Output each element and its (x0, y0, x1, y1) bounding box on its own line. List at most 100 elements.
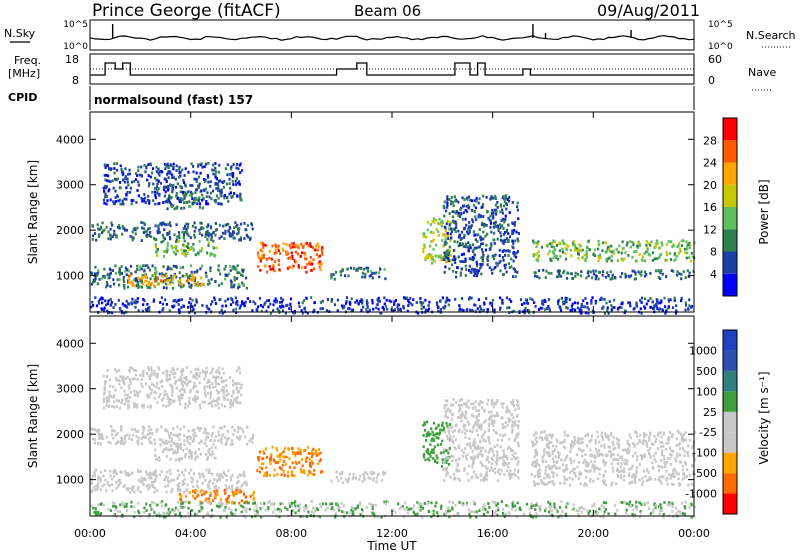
scatter-cell (171, 390, 174, 394)
scatter-cell (210, 446, 213, 449)
scatter-cell (666, 476, 669, 480)
scatter-cell (562, 241, 566, 245)
scatter-cell (640, 273, 643, 277)
scatter-cell (220, 376, 223, 380)
scatter-cell (217, 430, 220, 434)
scatter-cell (168, 480, 171, 484)
scatter-cell (422, 445, 425, 449)
scatter-cell (490, 399, 494, 402)
scatter-cell (174, 299, 177, 302)
scatter-cell (97, 299, 100, 303)
scatter-cell (198, 403, 201, 407)
scatter-cell (216, 389, 219, 392)
scatter-cell (175, 445, 178, 448)
scatter-cell (155, 238, 158, 241)
scatter-cell (217, 188, 220, 192)
scatter-cell (191, 197, 194, 200)
scatter-cell (267, 299, 270, 302)
scatter-cell (168, 377, 171, 381)
scatter-cell (482, 433, 485, 437)
scatter-cell (215, 182, 219, 186)
scatter-cell (115, 178, 118, 182)
scatter-cell (208, 281, 211, 285)
scatter-cell (119, 164, 122, 168)
scatter-cell (140, 174, 143, 178)
scatter-cell (212, 375, 215, 379)
scatter-cell (175, 169, 178, 172)
scatter-cell (674, 457, 677, 461)
scatter-cell (479, 400, 482, 403)
scatter-cell (213, 199, 216, 202)
scatter-cell (148, 425, 151, 428)
scatter-cell (434, 218, 438, 222)
scatter-cell (172, 176, 175, 179)
scatter-cell (108, 484, 111, 487)
scatter-cell (498, 248, 501, 252)
scatter-cell (568, 298, 571, 301)
scatter-cell (238, 490, 241, 494)
scatter-cell (120, 167, 123, 171)
scatter-cell (481, 464, 484, 468)
scatter-cell (447, 303, 450, 307)
scatter-cell (666, 253, 669, 257)
scatter-cell (102, 374, 105, 378)
scatter-cell (492, 257, 496, 261)
scatter-cell (265, 258, 268, 261)
scatter-cell (137, 180, 140, 184)
scatter-cell (233, 236, 236, 240)
scatter-cell (503, 452, 506, 456)
scatter-cell (115, 370, 118, 373)
scatter-cell (256, 305, 260, 309)
scatter-cell (321, 252, 324, 256)
scatter-cell (114, 200, 117, 203)
scatter-cell (237, 231, 240, 235)
scatter-cell (366, 266, 369, 270)
scatter-cell (673, 296, 676, 300)
scatter-cell (168, 194, 171, 198)
scatter-cell (186, 275, 189, 279)
scatter-cell (584, 476, 588, 479)
scatter-cell (262, 474, 266, 478)
scatter-cell (244, 435, 247, 439)
scatter-cell (183, 490, 186, 494)
scatter-cell (223, 488, 226, 492)
scatter-cell (172, 286, 175, 290)
scatter-cell (96, 273, 99, 277)
scatter-cell (484, 419, 487, 423)
scatter-cell (293, 309, 296, 313)
scatter-cell (145, 484, 149, 488)
scatter-cell (658, 301, 661, 305)
scatter-cell (155, 279, 158, 283)
scatter-cell (315, 253, 319, 256)
scatter-cell (612, 458, 615, 462)
scatter-cell (482, 230, 485, 234)
scatter-cell (667, 305, 670, 308)
scatter-cell (149, 286, 152, 290)
scatter-cell (132, 228, 135, 231)
scatter-cell (172, 187, 175, 190)
scatter-cell (127, 487, 130, 491)
scatter-cell (508, 199, 511, 203)
scatter-cell (198, 197, 201, 201)
scatter-cell (417, 311, 420, 315)
scatter-cell (129, 396, 132, 399)
scatter-cell (425, 256, 428, 259)
scatter-cell (146, 433, 149, 436)
scatter-cell (516, 414, 519, 417)
scatter-cell (555, 256, 558, 260)
scatter-cell (263, 302, 266, 306)
scatter-cell (402, 306, 405, 310)
scatter-cell (660, 445, 663, 448)
scatter-cell (108, 394, 111, 397)
scatter-cell (209, 253, 212, 257)
scatter-cell (158, 173, 161, 177)
scatter-cell (150, 281, 154, 285)
scatter-cell (448, 198, 451, 201)
scatter-cell (335, 270, 338, 274)
scatter-cell (516, 208, 519, 212)
scatter-cell (102, 474, 105, 478)
scatter-cell (547, 305, 550, 308)
scatter-cell (175, 223, 178, 227)
scatter-cell (493, 445, 496, 448)
scatter-cell (645, 243, 648, 247)
